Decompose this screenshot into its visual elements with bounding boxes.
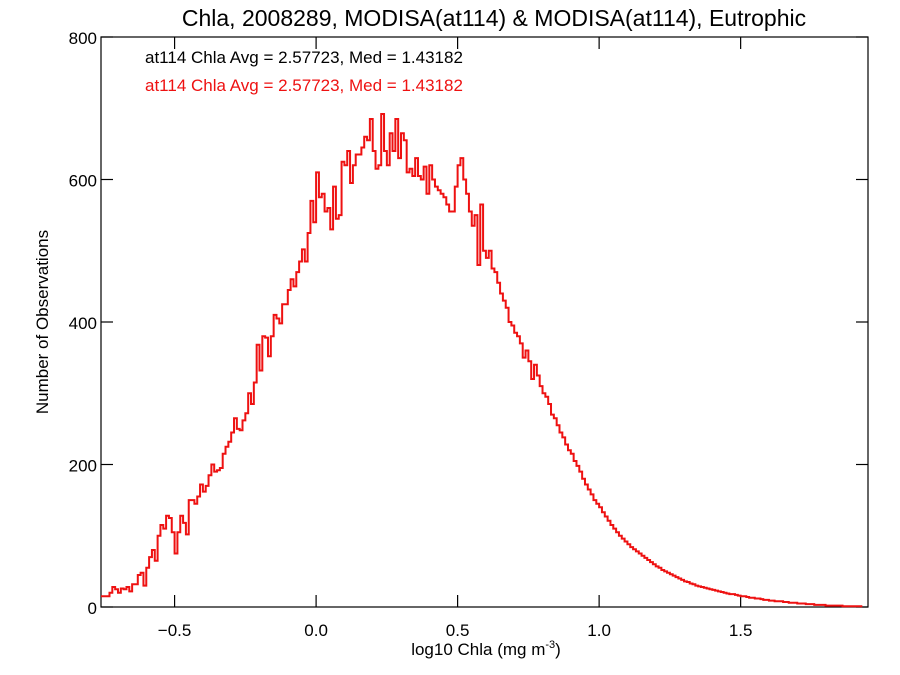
histogram-step-line (101, 112, 863, 608)
x-axis-label-end: ) (555, 640, 561, 659)
x-axis-label-main: log10 Chla (mg m (411, 640, 545, 659)
y-tick-label: 400 (69, 314, 97, 333)
histogram-series (101, 112, 863, 608)
y-tick-label: 200 (69, 457, 97, 476)
stats-annotation-red: at114 Chla Avg = 2.57723, Med = 1.43182 (145, 76, 463, 95)
y-axis-label: Number of Observations (33, 230, 52, 414)
chart-title: Chla, 2008289, MODISA(at114) & MODISA(at… (182, 5, 806, 31)
stats-annotation-black: at114 Chla Avg = 2.57723, Med = 1.43182 (145, 48, 463, 67)
x-axis-label-superscript: -3 (545, 639, 555, 651)
x-tick-label: 1.5 (729, 621, 753, 640)
x-axis-label: log10 Chla (mg m-3) (411, 639, 561, 659)
y-axis: 0 200 400 600 800 (69, 29, 868, 618)
y-tick-label: 600 (69, 172, 97, 191)
x-axis: −0.5 0.0 0.5 1.0 1.5 (158, 37, 753, 640)
x-tick-label: 0.5 (446, 621, 470, 640)
x-tick-label: 0.0 (304, 621, 328, 640)
x-tick-label: −0.5 (158, 621, 192, 640)
plot-frame (100, 36, 869, 608)
y-tick-label: 0 (88, 599, 97, 618)
x-tick-label: 1.0 (587, 621, 611, 640)
y-tick-label: 800 (69, 29, 97, 48)
